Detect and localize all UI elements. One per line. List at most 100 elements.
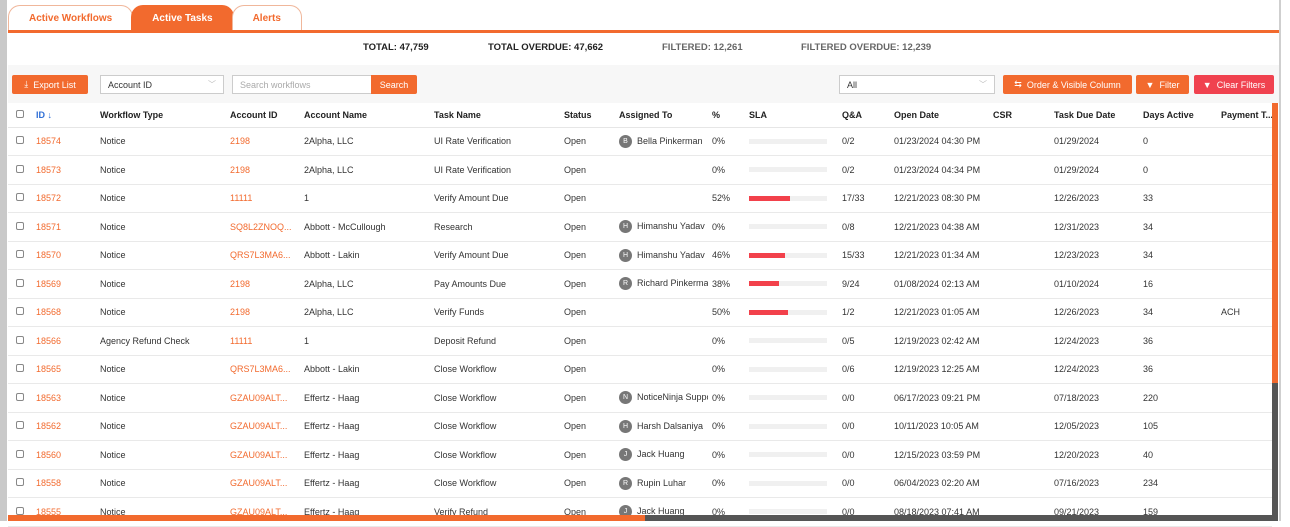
status: Open	[560, 241, 615, 270]
assigned-to: J Jack Huang	[615, 497, 708, 527]
select-all-checkbox[interactable]	[8, 103, 32, 128]
account-id-link[interactable]: 11111	[226, 326, 300, 356]
task-id-link[interactable]: 18560	[32, 440, 96, 470]
column-header-percent[interactable]: %	[708, 103, 745, 128]
table-row[interactable]: 18562 Notice GZAU09ALT... Effertz - Haag Clo…	[8, 412, 1272, 441]
table-row[interactable]: 18560 Notice GZAU09ALT... Effertz - Haag Clo…	[8, 440, 1272, 470]
search-input[interactable]	[232, 75, 372, 94]
assigned-to	[615, 326, 708, 356]
vertical-scroll-thumb[interactable]	[1272, 103, 1278, 383]
row-checkbox[interactable]	[8, 155, 32, 185]
column-header-task-name[interactable]: Task Name	[430, 103, 560, 128]
tab-active-tasks[interactable]: Active Tasks	[131, 5, 234, 31]
vertical-scrollbar[interactable]	[1272, 103, 1278, 515]
account-id-link[interactable]: 2198	[226, 127, 300, 156]
assignee-name: Harsh Dalsaniya	[637, 420, 704, 431]
row-checkbox[interactable]	[8, 440, 32, 470]
account-id-link[interactable]: 11111	[226, 184, 300, 213]
days-active: 159	[1139, 497, 1217, 527]
row-checkbox[interactable]	[8, 326, 32, 356]
clear-filters-button[interactable]: ▼ Clear Filters	[1194, 75, 1274, 94]
column-header-account-id[interactable]: Account ID	[226, 103, 300, 128]
field-select[interactable]: Account ID ﹀	[100, 75, 224, 94]
row-checkbox[interactable]	[8, 269, 32, 299]
assignee-name: Bella Pinkerman	[637, 135, 703, 146]
column-header-open-date[interactable]: Open Date	[890, 103, 989, 128]
account-id-link[interactable]: QRS7L3MA6...	[226, 241, 300, 270]
task-id-link[interactable]: 18569	[32, 269, 96, 299]
task-id-link[interactable]: 18555	[32, 497, 96, 527]
column-header-days-active[interactable]: Days Active	[1139, 103, 1217, 128]
table-row[interactable]: 18574 Notice 2198 2Alpha, LLC UI Rate Verifi…	[8, 127, 1272, 156]
assigned-to	[615, 298, 708, 327]
table-row[interactable]: 18569 Notice 2198 2Alpha, LLC Pay Amounts Du…	[8, 269, 1272, 299]
status-select[interactable]: All ﹀	[839, 75, 995, 94]
row-checkbox[interactable]	[8, 469, 32, 498]
row-checkbox[interactable]	[8, 355, 32, 384]
column-header-assigned-to[interactable]: Assigned To	[615, 103, 708, 128]
account-id-link[interactable]: 2198	[226, 155, 300, 185]
row-checkbox[interactable]	[8, 184, 32, 213]
table-row[interactable]: 18572 Notice 11111 1 Verify Amount Due Open 52…	[8, 184, 1272, 213]
row-checkbox[interactable]	[8, 127, 32, 156]
column-header-workflow-type[interactable]: Workflow Type	[96, 103, 226, 128]
sla-progress	[745, 212, 838, 242]
column-header-account-name[interactable]: Account Name	[300, 103, 430, 128]
account-id-link[interactable]: 2198	[226, 269, 300, 299]
column-header-csr[interactable]: CSR	[989, 103, 1050, 128]
task-id-link[interactable]: 18565	[32, 355, 96, 384]
table-row[interactable]: 18565 Notice QRS7L3MA6... Abbott - Lakin Clo…	[8, 355, 1272, 384]
task-id-link[interactable]: 18571	[32, 212, 96, 242]
task-id-link[interactable]: 18572	[32, 184, 96, 213]
table-row[interactable]: 18563 Notice GZAU09ALT... Effertz - Haag Clo…	[8, 383, 1272, 413]
row-checkbox[interactable]	[8, 241, 32, 270]
account-id-link[interactable]: QRS7L3MA6...	[226, 355, 300, 384]
filter-button[interactable]: ▼ Filter	[1136, 75, 1189, 94]
column-header-sla[interactable]: SLA	[745, 103, 838, 128]
open-date: 12/21/2023 01:05 AM	[890, 298, 989, 327]
account-id-link[interactable]: GZAU09ALT...	[226, 469, 300, 498]
csr	[989, 127, 1050, 156]
account-id-link[interactable]: GZAU09ALT...	[226, 497, 300, 527]
search-button[interactable]: Search	[371, 75, 417, 94]
task-id-link[interactable]: 18563	[32, 383, 96, 413]
task-name: Verify Refund	[430, 497, 560, 527]
task-id-link[interactable]: 18574	[32, 127, 96, 156]
task-id-link[interactable]: 18558	[32, 469, 96, 498]
table-row[interactable]: 18566 Agency Refund Check 11111 1 Deposit Re…	[8, 326, 1272, 356]
tab-alerts[interactable]: Alerts	[231, 5, 302, 31]
row-checkbox[interactable]	[8, 383, 32, 413]
account-id-link[interactable]: GZAU09ALT...	[226, 383, 300, 413]
task-id-link[interactable]: 18568	[32, 298, 96, 327]
column-header-task-due-date[interactable]: Task Due Date	[1050, 103, 1139, 128]
tab-active-workflows[interactable]: Active Workflows	[8, 5, 134, 31]
export-list-button[interactable]: ⤓ Export List	[12, 75, 88, 94]
column-header-status[interactable]: Status	[560, 103, 615, 128]
task-id-link[interactable]: 18562	[32, 412, 96, 441]
task-id-link[interactable]: 18570	[32, 241, 96, 270]
column-header-id[interactable]: ID ↓	[32, 103, 96, 128]
row-checkbox[interactable]	[8, 412, 32, 441]
account-id-link[interactable]: GZAU09ALT...	[226, 412, 300, 441]
table-row[interactable]: 18573 Notice 2198 2Alpha, LLC UI Rate Verifi…	[8, 155, 1272, 185]
row-checkbox[interactable]	[8, 298, 32, 327]
account-id-link[interactable]: GZAU09ALT...	[226, 440, 300, 470]
sla-progress	[745, 412, 838, 441]
table-row[interactable]: 18568 Notice 2198 2Alpha, LLC Verify Funds Op…	[8, 298, 1272, 327]
horizontal-scrollbar[interactable]	[8, 515, 1278, 521]
task-id-link[interactable]: 18573	[32, 155, 96, 185]
account-id-link[interactable]: SQ8L2ZNOQ...	[226, 212, 300, 242]
table-row[interactable]: 18558 Notice GZAU09ALT... Effertz - Haag Clo…	[8, 469, 1272, 498]
row-checkbox[interactable]	[8, 212, 32, 242]
task-id-link[interactable]: 18566	[32, 326, 96, 356]
table-row[interactable]: 18570 Notice QRS7L3MA6... Abbott - Lakin Ver…	[8, 241, 1272, 270]
table-row[interactable]: 18571 Notice SQ8L2ZNOQ... Abbott - McCullou…	[8, 212, 1272, 242]
column-header-qa[interactable]: Q&A	[838, 103, 890, 128]
table-row[interactable]: 18555 Notice GZAU09ALT... Effertz - Haag Ver…	[8, 497, 1272, 527]
order-visible-column-button[interactable]: ⇆ Order & Visible Column	[1003, 75, 1132, 94]
horizontal-scroll-thumb[interactable]	[8, 515, 645, 521]
account-id-link[interactable]: 2198	[226, 298, 300, 327]
column-header-payment-type[interactable]: Payment T...	[1217, 103, 1272, 128]
qa: 15/33	[838, 241, 890, 270]
row-checkbox[interactable]	[8, 497, 32, 527]
